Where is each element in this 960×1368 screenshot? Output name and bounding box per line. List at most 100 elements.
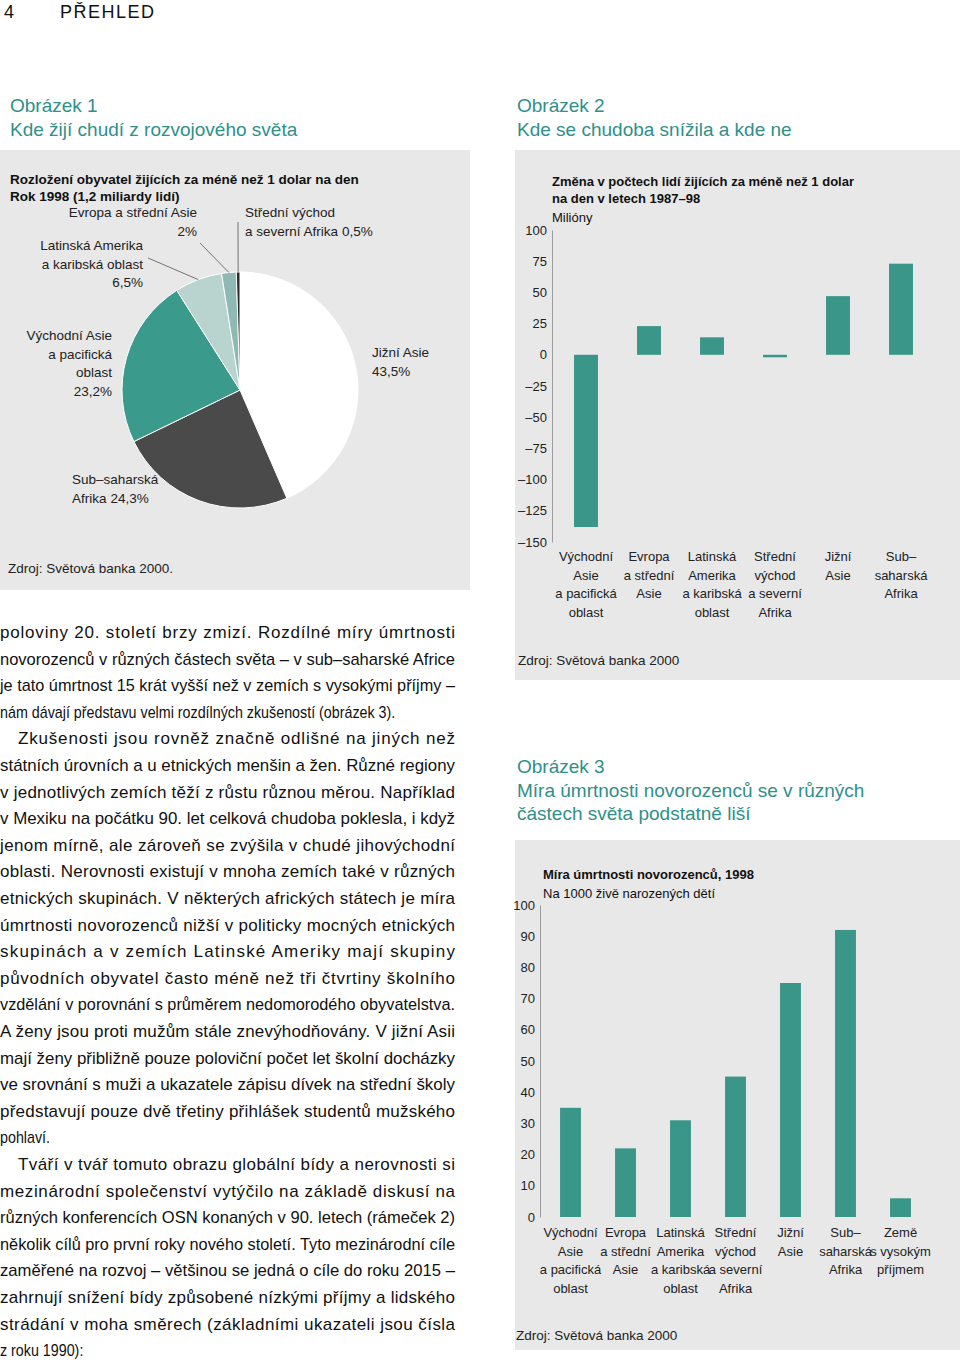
text-line: Jižní [825, 549, 852, 564]
body-line: zaměřené na rozvoj – většinou se jedná o… [0, 1261, 456, 1280]
body-line: oblasti. Nerovnosti existují v mnoha zem… [0, 862, 455, 881]
x-tick: JižníAsie [777, 1225, 804, 1259]
category-label: Zeměs vysokýmpříjmem [870, 1225, 931, 1277]
slice-label: Střední východa severní Afrika [245, 205, 339, 239]
text-line: příjmem [877, 1262, 924, 1277]
y-tick: 80 [521, 960, 540, 975]
bar [763, 355, 787, 357]
body-line: etnických skupinách. V některých africký… [0, 889, 456, 908]
tick-label: 70 [521, 991, 535, 1006]
x-tick: LatinskáAmerikaa karibskáoblast [682, 549, 742, 620]
text-line: Asie [636, 586, 661, 601]
text-line: Sub–saharská [72, 472, 159, 487]
text-line: východ [715, 1244, 756, 1259]
tick-label: 60 [521, 1022, 535, 1037]
y-tick: –100 [518, 472, 552, 487]
text-line: a severní Afrika [245, 224, 339, 239]
body-line: Zkušenosti jsou rovněž značně odlišné na… [18, 729, 455, 748]
text-line: Asie [613, 1262, 638, 1277]
y-tick: 0 [528, 1210, 540, 1225]
tick-label: 0 [528, 1210, 535, 1225]
body-line: poloviny 20. století brzy zmizí. Rozdíln… [0, 623, 455, 642]
text-line: Východní Asie [26, 328, 112, 343]
source: Zdroj: Světová banka 2000 [518, 653, 679, 668]
text-line: na den v letech 1987–98 [552, 191, 700, 206]
tick-label: 20 [521, 1147, 535, 1162]
x-tick: Jižní Asie [825, 549, 852, 583]
category-label: LatinskáAmerikaa karibskáoblast [682, 549, 742, 620]
y-tick: 75 [533, 254, 552, 269]
y-tick: –125 [518, 503, 552, 518]
category-label: Jižní Asie [825, 549, 852, 583]
slice-value: 2% [177, 224, 197, 239]
tick-label: –25 [525, 379, 547, 394]
tick-label: 40 [521, 1085, 535, 1100]
text-line: oblast [553, 1281, 588, 1296]
text-line: Afrika [884, 586, 918, 601]
bar [637, 326, 661, 355]
y-tick: 0 [540, 347, 552, 362]
figure-title: Kde žijí chudí z rozvojového světa [10, 119, 298, 140]
text-line: a karibská [682, 586, 742, 601]
text-line: a karibská oblast [42, 257, 144, 272]
text-line: Východní [543, 1225, 598, 1240]
text-line: Evropa [605, 1225, 647, 1240]
text-line: a pacifická [540, 1262, 602, 1277]
y-tick: –25 [525, 379, 552, 394]
page: 4PŘEHLEDObrázek 1Kde žijí chudí z rozvoj… [0, 0, 960, 1368]
category-label: Evropa a střední Asie [600, 1225, 651, 1277]
chart-subtitle: Rozložení obyvatel žijících za méně než … [10, 172, 359, 204]
bars [560, 930, 911, 1217]
pie-slice [236, 272, 240, 390]
slice-label: Sub–saharskáAfrika [72, 472, 159, 506]
text-line: a karibská [651, 1262, 711, 1277]
text-line: Latinská [688, 549, 737, 564]
tick-label: 10 [521, 1178, 535, 1193]
text-line: Střední [715, 1225, 757, 1240]
tick-label: –125 [518, 503, 547, 518]
body-line: Tváří v tvář tomuto obrazu globální bídy… [18, 1155, 455, 1174]
text-line: saharská [875, 568, 929, 583]
text-line: Míra úmrtnosti novorozenců, 1998 [543, 867, 754, 882]
body-line: vzdělání v porovnání s průměrem nedomoro… [0, 995, 455, 1014]
text-line: Sub– [830, 1225, 861, 1240]
category-label: Východní Asie a pacifická oblast [540, 1225, 602, 1296]
figure-number: Obrázek 1 [10, 95, 98, 116]
x-tick: Sub– saharská Afrika [875, 549, 929, 601]
y-tick: 30 [521, 1116, 540, 1131]
body-line: několik cílů pro první roky nového stole… [0, 1235, 455, 1254]
leader-line [200, 243, 229, 273]
x-tick: Střednívýchoda severníAfrika [709, 1225, 763, 1296]
category-label: Evropaa středníAsie [624, 549, 675, 601]
tick-label: –100 [518, 472, 547, 487]
tick-label: 0 [540, 347, 547, 362]
text-line: Jižní Asie [372, 345, 429, 360]
text-line: Afrika [758, 605, 792, 620]
text-line: Sub– [886, 549, 917, 564]
leader-line [238, 222, 239, 272]
tick-label: 100 [525, 223, 547, 238]
bar [889, 264, 913, 355]
figure-title: Míra úmrtnosti novorozenců se v různýchč… [517, 780, 864, 824]
x-axis: VýchodníAsiea pacifickáoblastEvropaa stř… [555, 549, 928, 620]
bars [574, 264, 913, 527]
text-line: Asie [573, 568, 598, 583]
slice-value: 23,2% [74, 384, 112, 399]
y-tick: –50 [525, 410, 552, 425]
x-axis: Východní Asie a pacifická oblast Evropa a stř… [540, 1225, 931, 1296]
text-line: a střední [600, 1244, 651, 1259]
text-line: Asie [825, 568, 850, 583]
body-line: strádání v moha směrech (základními ukaz… [0, 1315, 456, 1334]
text-line: a severní [709, 1262, 763, 1277]
figure-title: Kde se chudoba snížila a kde ne [517, 119, 792, 140]
y-tick: 10 [521, 1178, 540, 1193]
bar [725, 1077, 746, 1217]
tick-label: –150 [518, 535, 547, 550]
text-line: Latinská Amerika [40, 238, 143, 253]
text-line: Asie [558, 1244, 583, 1259]
x-tick: VýchodníAsiea pacifickáoblast [555, 549, 617, 620]
text-line: Evropa a střední Asie [69, 205, 197, 220]
body-line: státních úrovních a u etnických menšin a… [0, 756, 455, 775]
body-line: jenom mírně, ale zároveň se zvýšila v ch… [0, 836, 455, 855]
text-line: Míra úmrtnosti novorozenců se v různých [517, 780, 864, 801]
